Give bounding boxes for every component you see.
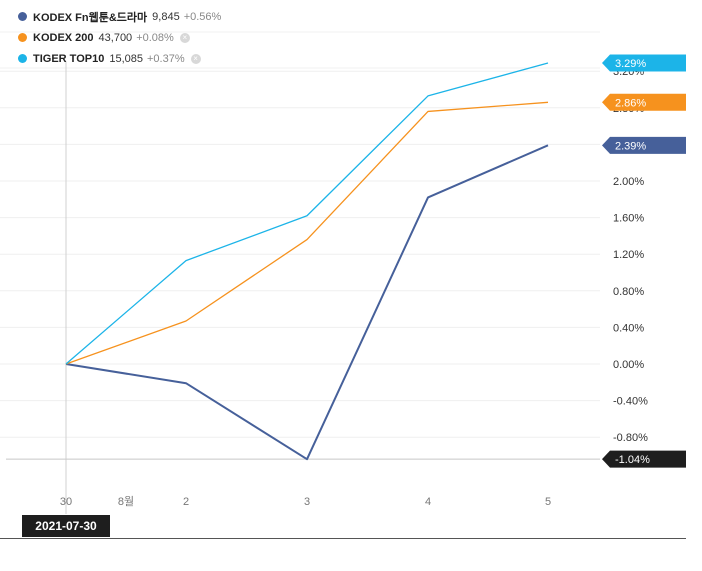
legend: KODEX Fn웹툰&드라마 9,845 +0.56% KODEX 200 43…	[18, 6, 221, 69]
x-tick-label: 4	[425, 496, 431, 508]
x-tick-label: 8월	[118, 495, 134, 508]
crosshair-date-label: 2021-07-30	[22, 515, 110, 537]
series-line	[65, 144, 549, 461]
y-tick-label: 0.00%	[613, 359, 644, 371]
remove-icon[interactable]: ×	[179, 32, 190, 43]
y-tick-label: -0.80%	[613, 432, 648, 444]
end-value-badges: 2.39% 2.86% 3.29% -1.04%	[602, 54, 686, 468]
series-lines	[65, 62, 549, 461]
legend-item-tiger-top10[interactable]: TIGER TOP10 15,085 +0.37% ×	[18, 48, 221, 69]
badge-shape	[602, 93, 686, 111]
legend-dot-icon	[18, 54, 27, 63]
x-tick-label: 3	[304, 496, 310, 508]
series-line	[65, 62, 549, 365]
grid-lines	[0, 31, 600, 438]
legend-price: 43,700	[98, 31, 133, 44]
legend-change: +0.56%	[183, 10, 222, 23]
end-value-badge: 2.39%	[602, 136, 686, 154]
badge-label: 2.86%	[615, 97, 646, 109]
y-tick-label: 1.20%	[613, 249, 644, 261]
badge-label: -1.04%	[615, 454, 650, 466]
badge-shape	[602, 450, 686, 468]
x-axis-ticks: 30 8월 2 3 4 5	[60, 495, 551, 508]
legend-price: 15,085	[109, 52, 143, 65]
end-value-badge: -1.04%	[602, 450, 686, 468]
y-axis-ticks: 3.20%2.80%2.40%2.00%1.60%1.20%0.80%0.40%…	[613, 66, 648, 444]
end-value-badge: 2.86%	[602, 93, 686, 111]
badge-label: 3.29%	[615, 58, 646, 70]
remove-icon[interactable]: ×	[190, 53, 201, 64]
badge-shape	[602, 54, 686, 72]
x-tick-label: 5	[545, 496, 551, 508]
legend-name: KODEX 200	[33, 31, 94, 44]
y-tick-label: 0.40%	[613, 322, 644, 334]
badge-label: 2.39%	[615, 140, 646, 152]
y-tick-label: 2.00%	[613, 176, 644, 188]
legend-change: +0.37%	[146, 52, 185, 65]
legend-dot-icon	[18, 33, 27, 42]
series-line	[65, 101, 549, 365]
bottom-divider	[0, 538, 686, 539]
legend-change: +0.08%	[136, 31, 174, 44]
legend-price: 9,845	[152, 10, 180, 23]
y-tick-label: -0.40%	[613, 396, 648, 408]
badge-shape	[602, 136, 686, 154]
legend-name: TIGER TOP10	[33, 52, 105, 65]
legend-dot-icon	[18, 12, 27, 21]
crosshair	[6, 62, 600, 514]
y-tick-label: 1.60%	[613, 213, 644, 225]
legend-name: KODEX Fn웹툰&드라마	[33, 11, 148, 24]
legend-item-kodex-webtoon[interactable]: KODEX Fn웹툰&드라마 9,845 +0.56%	[18, 6, 221, 27]
legend-item-kodex-200[interactable]: KODEX 200 43,700 +0.08% ×	[18, 27, 221, 48]
end-value-badge: 3.29%	[602, 54, 686, 72]
x-tick-label: 2	[183, 496, 189, 508]
x-tick-label: 30	[60, 496, 72, 508]
y-tick-label: 0.80%	[613, 286, 644, 298]
